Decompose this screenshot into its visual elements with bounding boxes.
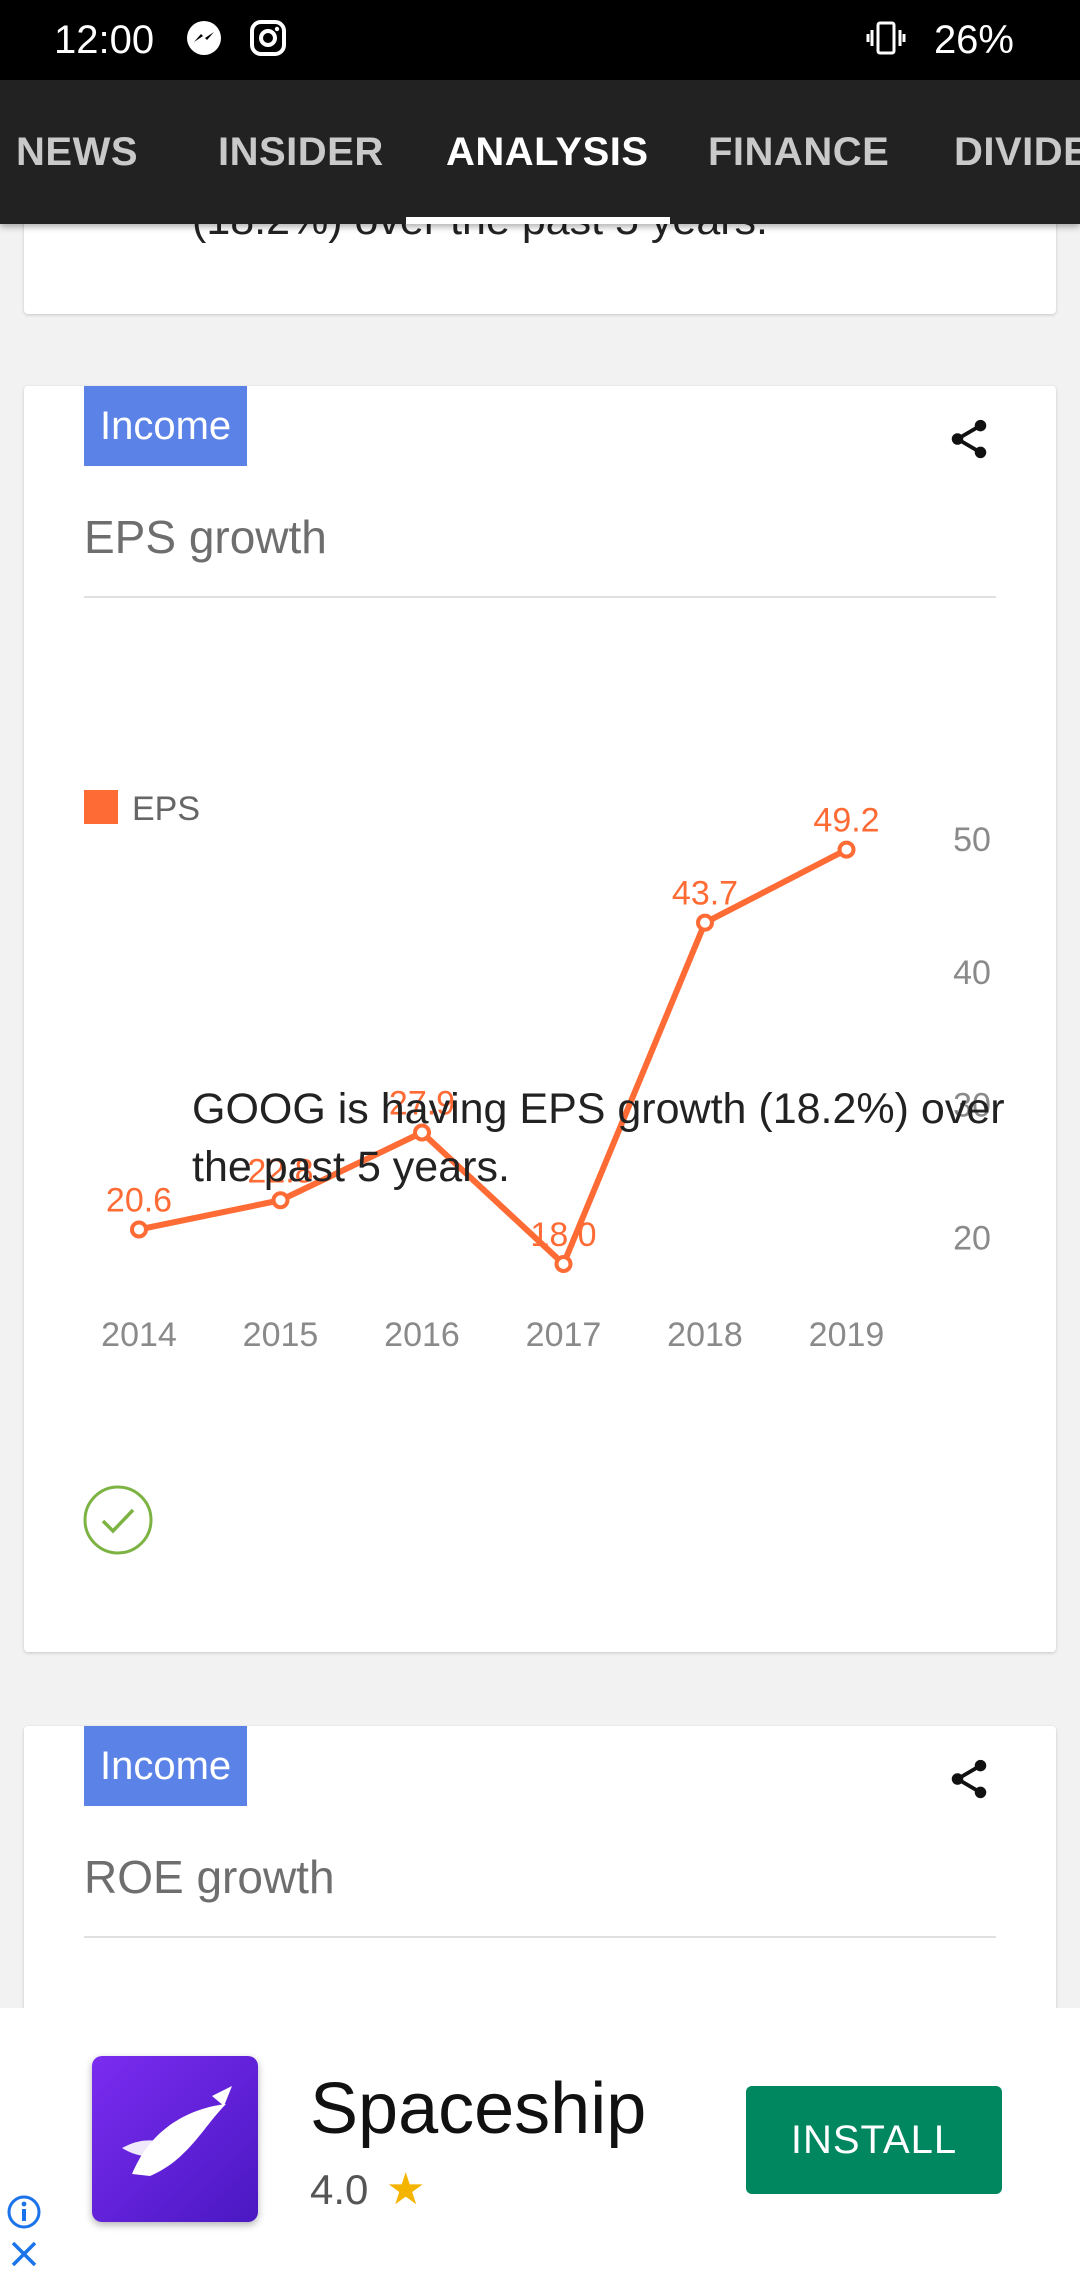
app-logo[interactable]: [92, 2056, 258, 2222]
eps-data-label: 43.7: [672, 875, 738, 913]
x-tick-label: 2015: [243, 1316, 319, 1354]
tab-insider[interactable]: INSIDER: [218, 130, 384, 174]
card-title: ROE growth: [84, 1851, 335, 1903]
status-bar: 12:00 26%: [0, 0, 1080, 80]
divider: [84, 596, 996, 598]
card-title: EPS growth: [84, 511, 327, 563]
eps-data-point: [554, 1255, 573, 1273]
eps-data-label: 18.0: [530, 1216, 596, 1254]
eps-data-point: [413, 1123, 431, 1142]
ad-banner[interactable]: Spaceship 4.0 ★ INSTALL: [0, 2008, 1080, 2280]
instagram-icon: [250, 20, 286, 56]
ad-close-icon[interactable]: [6, 2236, 42, 2272]
messenger-icon: [187, 21, 221, 55]
star-icon: ★: [386, 2165, 426, 2214]
x-tick-label: 2018: [667, 1316, 743, 1354]
tab-finance[interactable]: FINANCE: [708, 130, 890, 174]
x-tick-label: 2017: [526, 1316, 602, 1354]
eps-data-point: [696, 913, 714, 932]
app-rating: 4.0: [310, 2166, 369, 2213]
vibrate-icon: [866, 21, 906, 55]
active-tab-indicator: [406, 217, 670, 224]
eps-series-line: [138, 846, 848, 1267]
tab-news[interactable]: NEWS: [16, 130, 138, 174]
x-tick-label: 2014: [101, 1316, 177, 1354]
y-tick-label: 20: [953, 1219, 991, 1257]
eps-data-label: 20.6: [106, 1181, 172, 1219]
rocket-icon: [122, 2086, 232, 2176]
y-tick-label: 30: [953, 1087, 991, 1125]
app-name[interactable]: Spaceship: [310, 2069, 647, 2149]
tab-analysis[interactable]: ANALYSIS: [446, 130, 649, 174]
eps-data-point: [271, 1191, 290, 1210]
tab-dividend[interactable]: DIVIDE: [954, 130, 1080, 174]
eps-data-point: [837, 840, 856, 859]
ad-info-icon[interactable]: [6, 2194, 42, 2230]
y-tick-label: 40: [953, 954, 991, 992]
category-badge: Income: [84, 386, 248, 466]
divider: [84, 1936, 996, 1938]
eps-data-label: 49.2: [813, 802, 879, 840]
install-button[interactable]: INSTALL: [746, 2086, 1002, 2194]
eps-data-point: [130, 1220, 148, 1239]
eps-line-chart: 20 30 40 50 2014 2015 2016 2017 2018 2019 20.6 22.8…: [101, 802, 991, 1354]
check-circle-icon: [83, 1485, 153, 1555]
legend-label: EPS: [132, 790, 201, 828]
y-tick-label: 50: [953, 821, 991, 859]
legend-swatch: [84, 790, 118, 824]
battery-level: 26%: [933, 18, 1014, 62]
category-badge: Income: [84, 1726, 248, 1806]
share-icon[interactable]: [946, 1756, 992, 1802]
section-tabs: NEWS INSIDER ANALYSIS FINANCE DIVIDE: [0, 80, 1080, 224]
x-tick-label: 2019: [809, 1316, 885, 1354]
eps-growth-card: Income EPS growth EPS 20 30 40 50 2014 2015 20…: [24, 386, 1056, 1652]
eps-data-label: 22.8: [247, 1152, 313, 1190]
eps-data-label: 27.9: [389, 1085, 455, 1123]
eps-summary-text: GOOG is having EPS growth (18.2%) over t…: [192, 1085, 1005, 1191]
share-icon[interactable]: [946, 416, 992, 462]
x-tick-label: 2016: [384, 1316, 460, 1354]
status-time: 12:00: [54, 18, 155, 62]
